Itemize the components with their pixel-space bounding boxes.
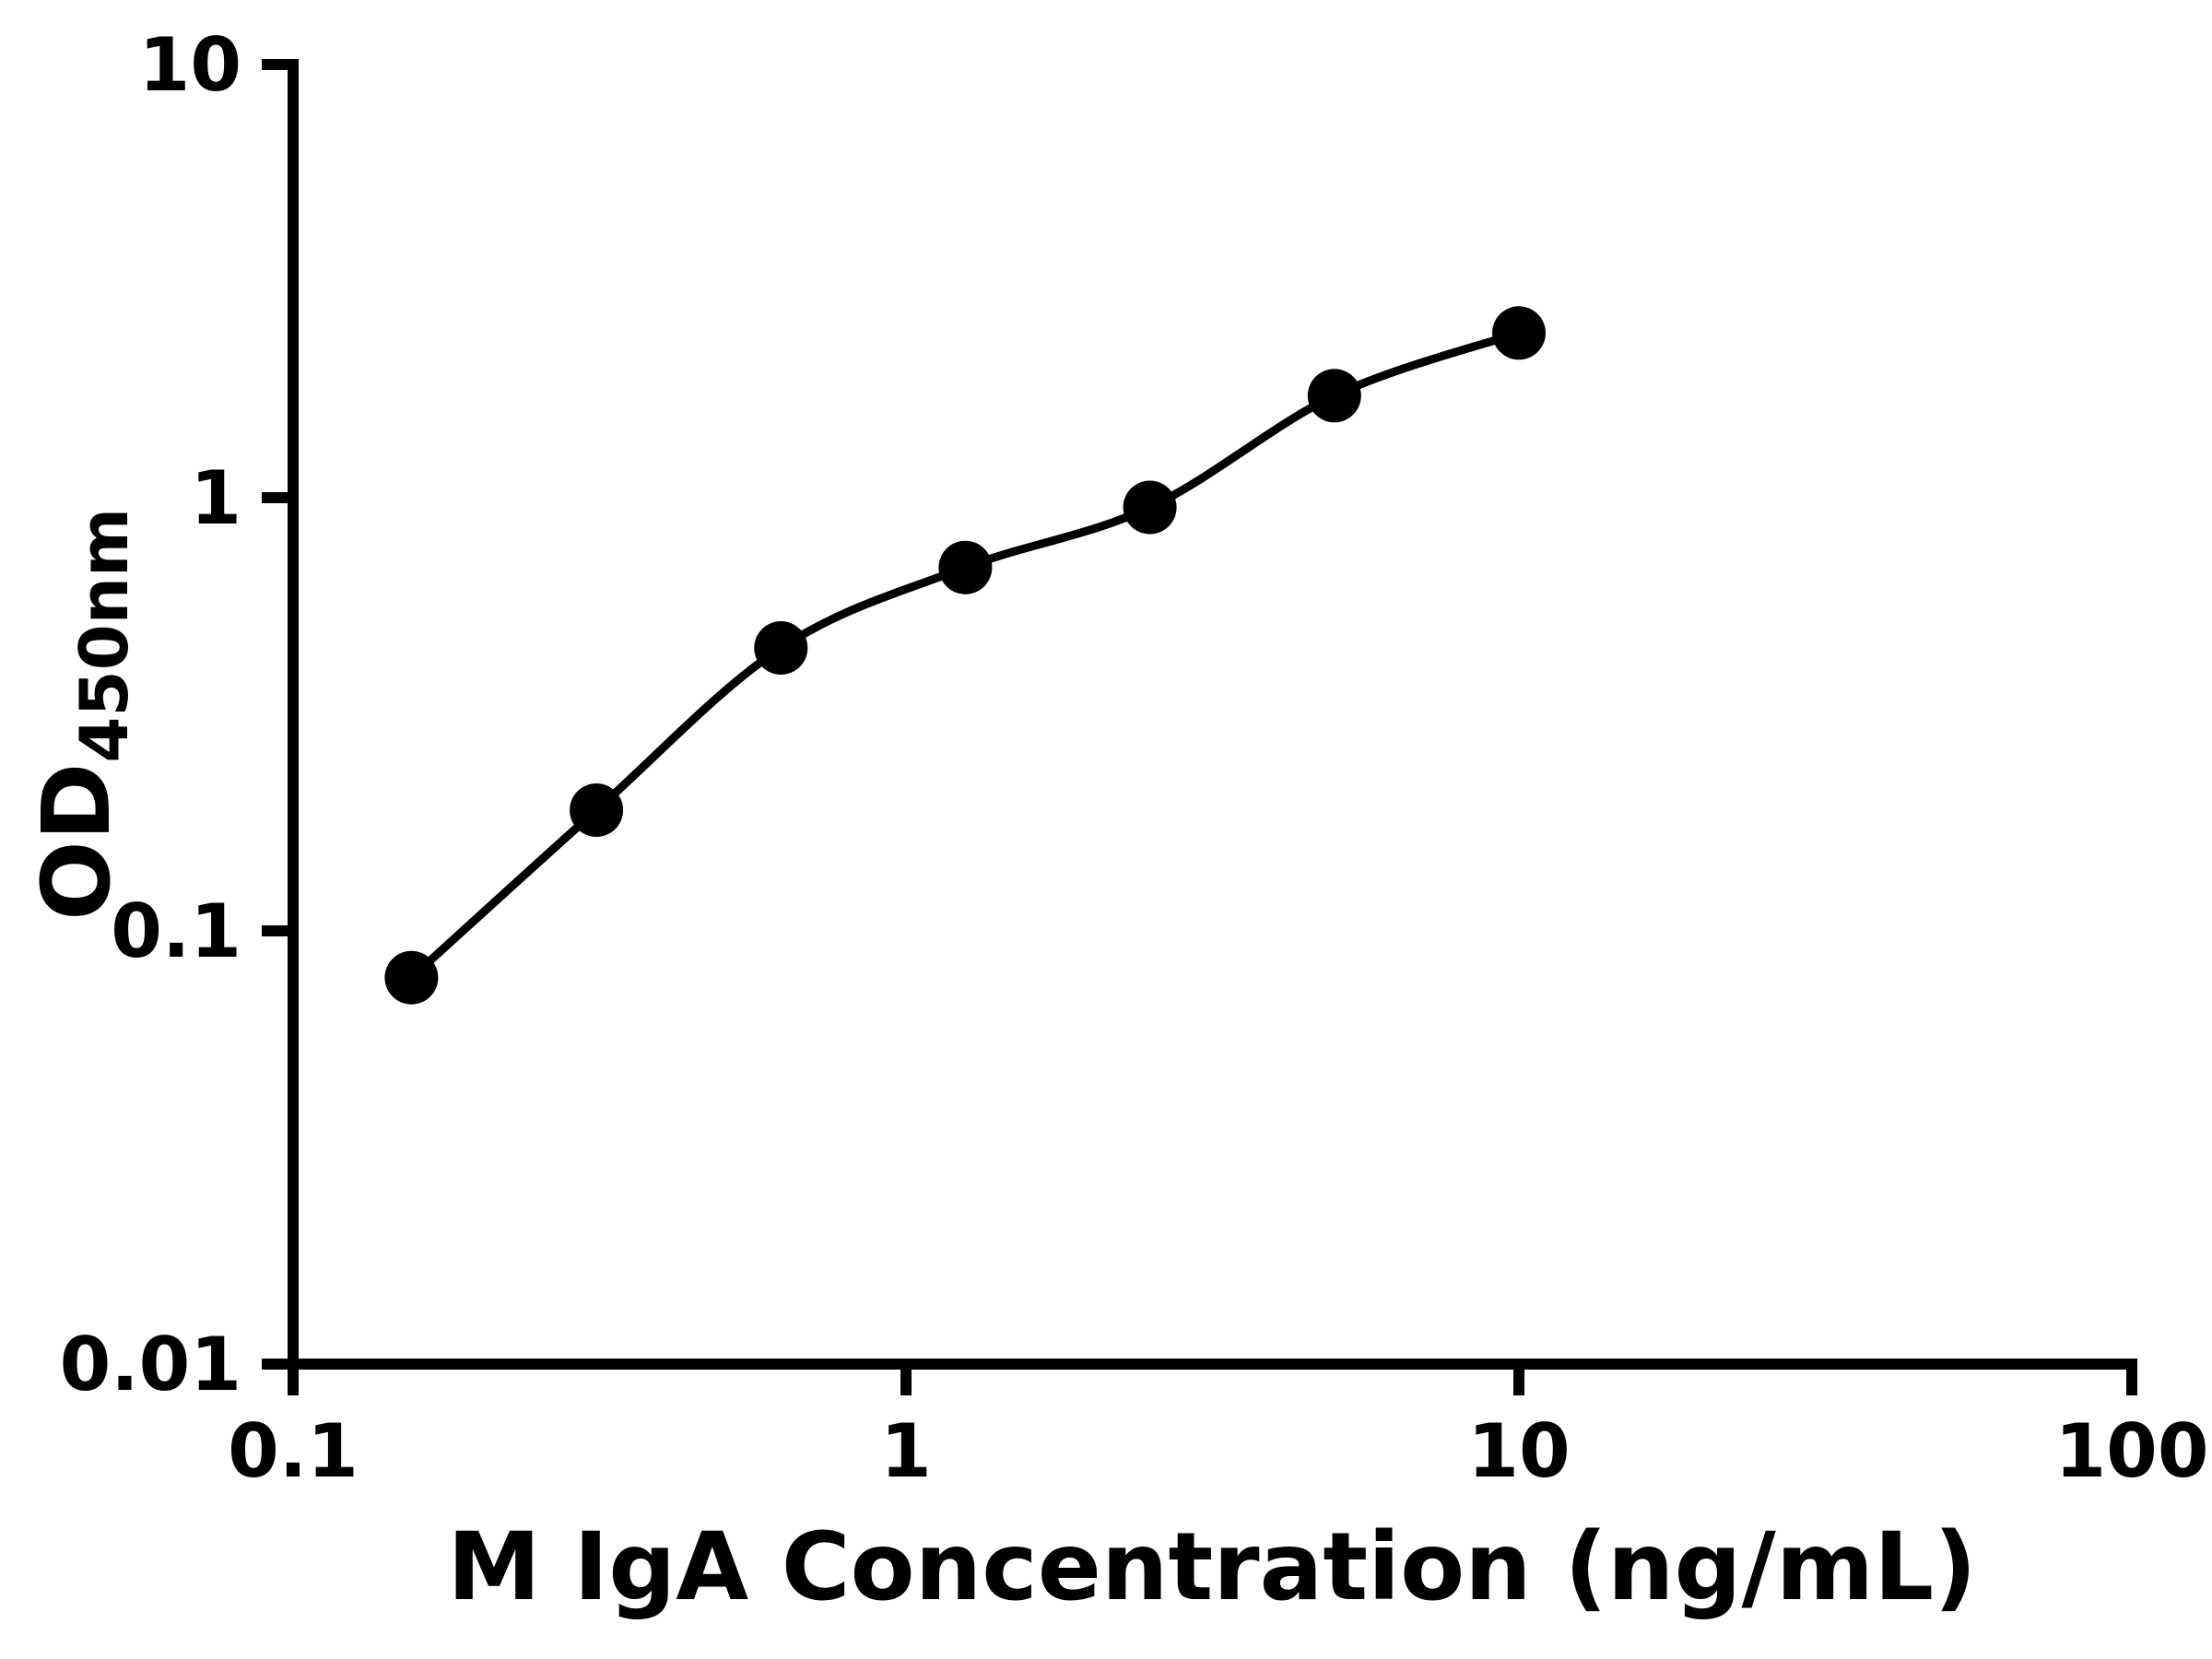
- data-point: [1307, 369, 1361, 423]
- x-axis-title: M IgA Concentration (ng/mL): [447, 1512, 1976, 1622]
- data-point: [1123, 480, 1177, 535]
- data-points-layer: [384, 306, 1546, 1005]
- data-point: [938, 540, 993, 594]
- x-tick-label: 1: [880, 1408, 932, 1494]
- data-point: [754, 621, 808, 675]
- y-axis-title-main: OD: [22, 763, 132, 921]
- fit-curve-layer: [406, 328, 1524, 982]
- y-tick-label: 10: [139, 22, 241, 108]
- x-tick-label: 10: [1467, 1408, 1570, 1494]
- x-tick-label: 0.1: [228, 1408, 359, 1494]
- y-tick-label: 1: [190, 455, 241, 541]
- y-tick-label: 0.01: [60, 1322, 241, 1407]
- data-point: [570, 783, 624, 837]
- data-point: [1492, 306, 1546, 360]
- y-tick-label: 0.1: [111, 888, 241, 974]
- x-tick-label: 100: [2055, 1408, 2209, 1494]
- axis-ticks: [262, 59, 2137, 1395]
- axes: [288, 59, 2137, 1370]
- fit-curve: [406, 328, 1524, 982]
- y-axis-title: OD450nm: [22, 508, 143, 921]
- y-axis-title-subscript: 450nm: [65, 508, 143, 763]
- data-point: [384, 950, 439, 1005]
- axis-lines: [288, 59, 2137, 1370]
